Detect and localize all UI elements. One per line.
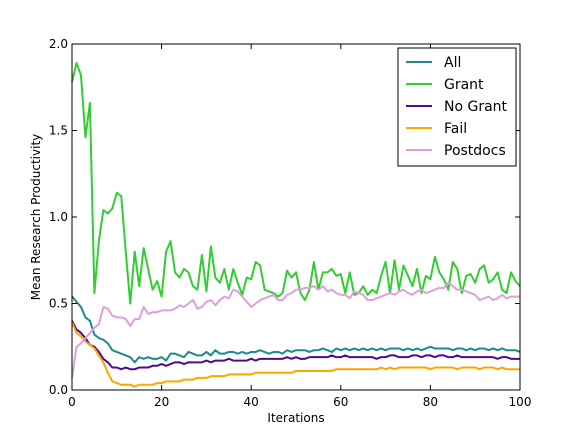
legend: All Grant No Grant Fail Postdocs [397,47,517,167]
y-axis-label: Mean Research Productivity [29,134,43,301]
y-tick-label: 0.0 [49,383,68,397]
plot-lines [71,62,521,388]
legend-label: Grant [444,77,484,93]
x-axis-label: Iterations [267,411,324,425]
legend-label: Postdocs [444,143,506,159]
x-tick-label: 60 [333,395,348,409]
legend-label: No Grant [444,99,508,115]
series-line-3 [71,322,520,388]
y-tick-label: 1.0 [49,210,68,224]
series-line-1 [71,62,521,305]
legend-label: All [444,55,461,71]
series-line-4 [71,281,520,379]
x-tick-label: 0 [68,395,76,409]
x-tick-label: 100 [509,395,532,409]
x-tick-label: 40 [244,395,259,409]
x-tick-label: 80 [423,395,438,409]
legend-label: Fail [444,121,467,137]
x-axis-ticks: 0 20 40 60 80 100 [68,44,531,409]
y-tick-label: 2.0 [49,37,68,51]
series-line-0 [71,295,521,364]
series-line-2 [71,320,520,371]
y-tick-label: 0.5 [49,297,68,311]
y-tick-label: 1.5 [49,124,68,138]
x-tick-label: 20 [154,395,169,409]
y-axis-ticks: 0.0 0.5 1.0 1.5 2.0 [49,37,520,397]
